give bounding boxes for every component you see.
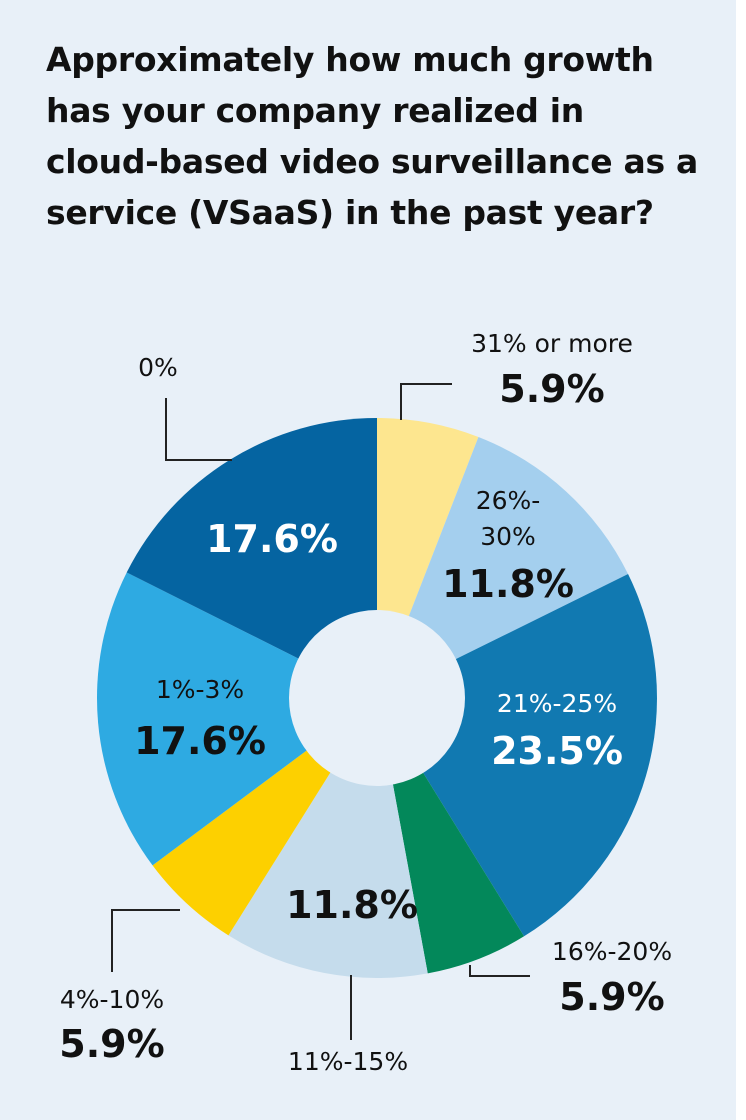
- value-label-4: 11.8%: [286, 883, 418, 927]
- leader-5: [111, 909, 180, 972]
- leader-7: [165, 398, 232, 461]
- value-label-7: 17.6%: [206, 517, 338, 561]
- category-label-1: 26%-30%: [476, 486, 541, 551]
- chart-title: Approximately how much growth has your c…: [46, 40, 698, 232]
- value-label-1: 11.8%: [442, 562, 574, 606]
- slice-7: [126, 417, 377, 698]
- category-label-7: 0%: [138, 353, 178, 382]
- value-label-0: 5.9%: [499, 367, 604, 411]
- leader-0: [400, 383, 452, 420]
- value-label-5: 5.9%: [59, 1022, 164, 1066]
- value-label-2: 23.5%: [491, 729, 623, 773]
- donut-hole: [289, 610, 465, 786]
- category-label-6: 1%-3%: [156, 675, 244, 704]
- slice-1: [377, 437, 629, 698]
- value-label-3: 5.9%: [559, 975, 664, 1019]
- category-label-5: 4%-10%: [60, 985, 164, 1014]
- value-label-6: 17.6%: [134, 719, 266, 763]
- category-label-4: 11%-15%: [288, 1047, 408, 1076]
- leader-3: [469, 965, 530, 977]
- slice-6: [96, 572, 377, 866]
- category-label-0: 31% or more: [471, 329, 633, 358]
- category-label-3: 16%-20%: [552, 937, 672, 966]
- category-label-2: 21%-25%: [497, 689, 617, 718]
